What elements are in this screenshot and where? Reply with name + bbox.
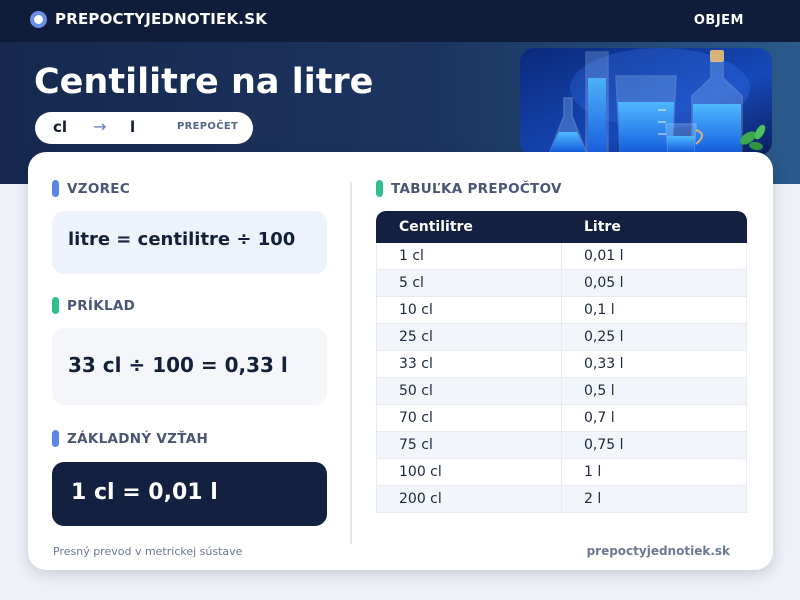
brand-logo[interactable]: PREPOCTYJEDNOTIEK.SK bbox=[30, 10, 267, 28]
formula-section-header: VZOREC bbox=[52, 180, 130, 197]
section-accent-bar bbox=[52, 180, 59, 197]
table-cell-litre: 1 l bbox=[584, 464, 602, 480]
table-row: 100 cl 1 l bbox=[376, 459, 747, 486]
relation-section-header: ZÁKLADNÝ VZŤAH bbox=[52, 430, 208, 447]
table-row: 70 cl 0,7 l bbox=[376, 405, 747, 432]
unit-from: cl bbox=[53, 118, 68, 136]
table-header-centilitre: Centilitre bbox=[399, 219, 473, 235]
table-cell-litre: 0,75 l bbox=[584, 437, 624, 453]
conversion-pill: cl → l PREPOČET bbox=[35, 112, 253, 144]
table-row: 75 cl 0,75 l bbox=[376, 432, 747, 459]
nav-link-objem[interactable]: OBJEM bbox=[693, 13, 744, 28]
table-cell-litre: 0,05 l bbox=[584, 275, 624, 291]
table-cell-litre: 0,01 l bbox=[584, 248, 624, 264]
brand-circle-icon bbox=[30, 10, 47, 28]
table-header-row: Centilitre Litre bbox=[376, 211, 747, 243]
table-cell-centilitre: 200 cl bbox=[377, 486, 562, 512]
example-box: 33 cl ÷ 100 = 0,33 l bbox=[52, 328, 327, 405]
lab-glassware-image bbox=[520, 48, 772, 156]
table-section-header: TABUĽKA PREPOČTOV bbox=[376, 180, 562, 197]
table-cell-centilitre: 33 cl bbox=[377, 351, 562, 377]
example-section-title: PRÍKLAD bbox=[67, 297, 136, 314]
footer-note: Presný prevod v metrickej sústave bbox=[53, 545, 243, 558]
table-cell-litre: 0,33 l bbox=[584, 356, 624, 372]
formula-box: litre = centilitre ÷ 100 bbox=[52, 211, 327, 274]
lab-glassware-illustration bbox=[520, 48, 772, 156]
table-row: 5 cl 0,05 l bbox=[376, 270, 747, 297]
table-row: 10 cl 0,1 l bbox=[376, 297, 747, 324]
table-cell-litre: 2 l bbox=[584, 491, 602, 507]
formula-text: litre = centilitre ÷ 100 bbox=[68, 229, 296, 250]
table-row: 50 cl 0,5 l bbox=[376, 378, 747, 405]
table-cell-litre: 0,7 l bbox=[584, 410, 615, 426]
brand-name: PREPOCTYJEDNOTIEK.SK bbox=[55, 10, 268, 28]
arrow-right-icon: → bbox=[93, 117, 107, 136]
example-section-header: PRÍKLAD bbox=[52, 297, 135, 314]
table-cell-litre: 0,1 l bbox=[584, 302, 615, 318]
table-cell-centilitre: 5 cl bbox=[377, 270, 562, 296]
conversion-label: PREPOČET bbox=[177, 121, 239, 132]
conversion-table: Centilitre Litre 1 cl 0,01 l 5 cl 0,05 l 10 … bbox=[376, 211, 747, 513]
relation-text: 1 cl = 0,01 l bbox=[71, 480, 218, 505]
table-section-title: TABUĽKA PREPOČTOV bbox=[391, 180, 562, 197]
unit-to: l bbox=[130, 118, 136, 136]
section-accent-bar bbox=[52, 430, 59, 447]
table-row: 25 cl 0,25 l bbox=[376, 324, 747, 351]
table-cell-centilitre: 50 cl bbox=[377, 378, 562, 404]
table-cell-centilitre: 10 cl bbox=[377, 297, 562, 323]
relation-section-title: ZÁKLADNÝ VZŤAH bbox=[67, 430, 209, 447]
table-cell-centilitre: 70 cl bbox=[377, 405, 562, 431]
table-header-litre: Litre bbox=[584, 219, 621, 235]
table-cell-litre: 0,5 l bbox=[584, 383, 615, 399]
table-row: 33 cl 0,33 l bbox=[376, 351, 747, 378]
example-text: 33 cl ÷ 100 = 0,33 l bbox=[68, 353, 288, 377]
formula-section-title: VZOREC bbox=[67, 180, 131, 197]
table-body: 1 cl 0,01 l 5 cl 0,05 l 10 cl 0,1 l 25 cl 0,25 … bbox=[376, 243, 747, 513]
table-cell-centilitre: 1 cl bbox=[377, 243, 562, 269]
table-cell-centilitre: 75 cl bbox=[377, 432, 562, 458]
content-card: VZOREC litre = centilitre ÷ 100 PRÍKLAD … bbox=[28, 152, 773, 570]
table-row: 200 cl 2 l bbox=[376, 486, 747, 513]
top-bar: PREPOCTYJEDNOTIEK.SK OBJEM bbox=[0, 0, 800, 42]
section-accent-bar bbox=[52, 297, 59, 314]
table-cell-centilitre: 100 cl bbox=[377, 459, 562, 485]
page-title: Centilitre na litre bbox=[34, 62, 374, 102]
table-cell-litre: 0,25 l bbox=[584, 329, 624, 345]
relation-box: 1 cl = 0,01 l bbox=[52, 462, 327, 526]
table-cell-centilitre: 25 cl bbox=[377, 324, 562, 350]
column-divider bbox=[350, 182, 352, 544]
footer-site-link[interactable]: prepoctyjednotiek.sk bbox=[586, 544, 730, 558]
table-row: 1 cl 0,01 l bbox=[376, 243, 747, 270]
section-accent-bar bbox=[376, 180, 383, 197]
